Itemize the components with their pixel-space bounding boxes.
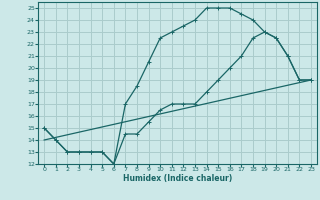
X-axis label: Humidex (Indice chaleur): Humidex (Indice chaleur) [123,174,232,183]
